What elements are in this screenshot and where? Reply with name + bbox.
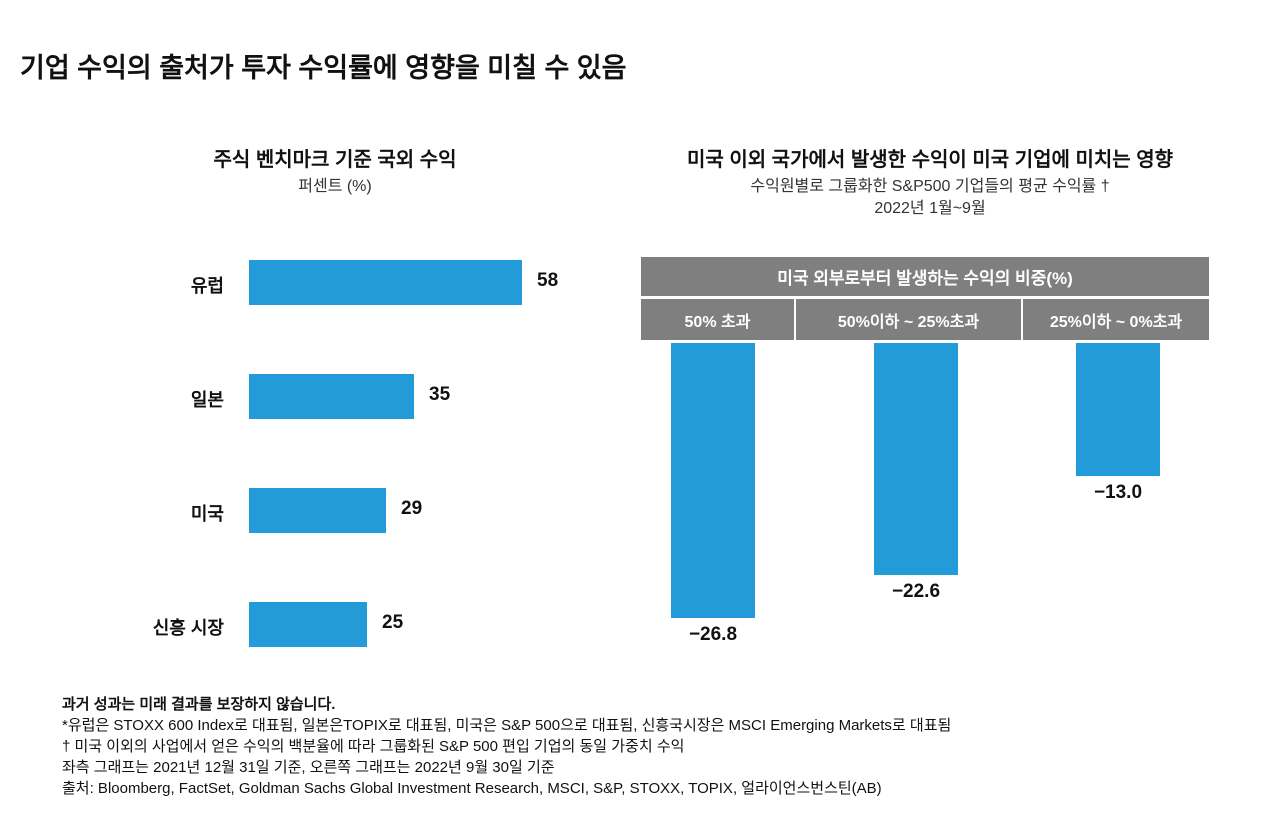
right-bar [874, 343, 958, 575]
disclaimer: 과거 성과는 미래 결과를 보장하지 않습니다. [62, 694, 951, 715]
source-note: 출처: Bloomberg, FactSet, Goldman Sachs Gl… [62, 778, 951, 799]
footnote-2: † 미국 이외의 사업에서 얻은 수익의 백분율에 따라 그룹화된 S&P 50… [62, 736, 951, 757]
footnote-3: 좌측 그래프는 2021년 12월 31일 기준, 오른쪽 그래프는 2022년… [62, 757, 951, 778]
category-header: 50% 초과 [641, 299, 794, 340]
left-category-label: 미국 [104, 500, 224, 526]
footnote-1: *유럽은 STOXX 600 Index로 대표됨, 일본은TOPIX로 대표됨… [62, 715, 951, 736]
right-value-label: −22.6 [856, 581, 976, 603]
right-chart-subtitle: 수익원별로 그룹화한 S&P500 기업들의 평균 수익률 † [630, 172, 1230, 196]
right-value-label: −26.8 [653, 624, 773, 646]
left-category-label: 일본 [104, 386, 224, 412]
footnotes: 과거 성과는 미래 결과를 보장하지 않습니다. *유럽은 STOXX 600 … [62, 694, 951, 799]
left-chart-subtitle: 퍼센트 (%) [140, 172, 530, 196]
category-header: 50%이하 ~ 25%초과 [796, 299, 1021, 340]
left-value-label: 25 [382, 612, 403, 634]
category-header: 25%이하 ~ 0%초과 [1023, 299, 1209, 340]
right-chart-title: 미국 이외 국가에서 발생한 수익이 미국 기업에 미치는 영향 [630, 143, 1230, 172]
right-chart-period: 2022년 1월~9월 [630, 194, 1230, 218]
left-bar [249, 260, 522, 305]
left-category-label: 신흥 시장 [104, 614, 224, 640]
left-value-label: 29 [401, 498, 422, 520]
left-bar [249, 488, 386, 533]
left-bar [249, 602, 367, 647]
page-title: 기업 수익의 출처가 투자 수익률에 영향을 미칠 수 있음 [20, 46, 627, 85]
left-chart-title: 주식 벤치마크 기준 국외 수익 [140, 143, 530, 172]
left-category-label: 유럽 [104, 272, 224, 298]
group-header: 미국 외부로부터 발생하는 수익의 비중(%) [641, 257, 1209, 296]
right-bar [671, 343, 755, 618]
left-value-label: 35 [429, 384, 450, 406]
right-bar [1076, 343, 1160, 476]
left-value-label: 58 [537, 270, 558, 292]
right-value-label: −13.0 [1058, 482, 1178, 504]
left-bar [249, 374, 414, 419]
